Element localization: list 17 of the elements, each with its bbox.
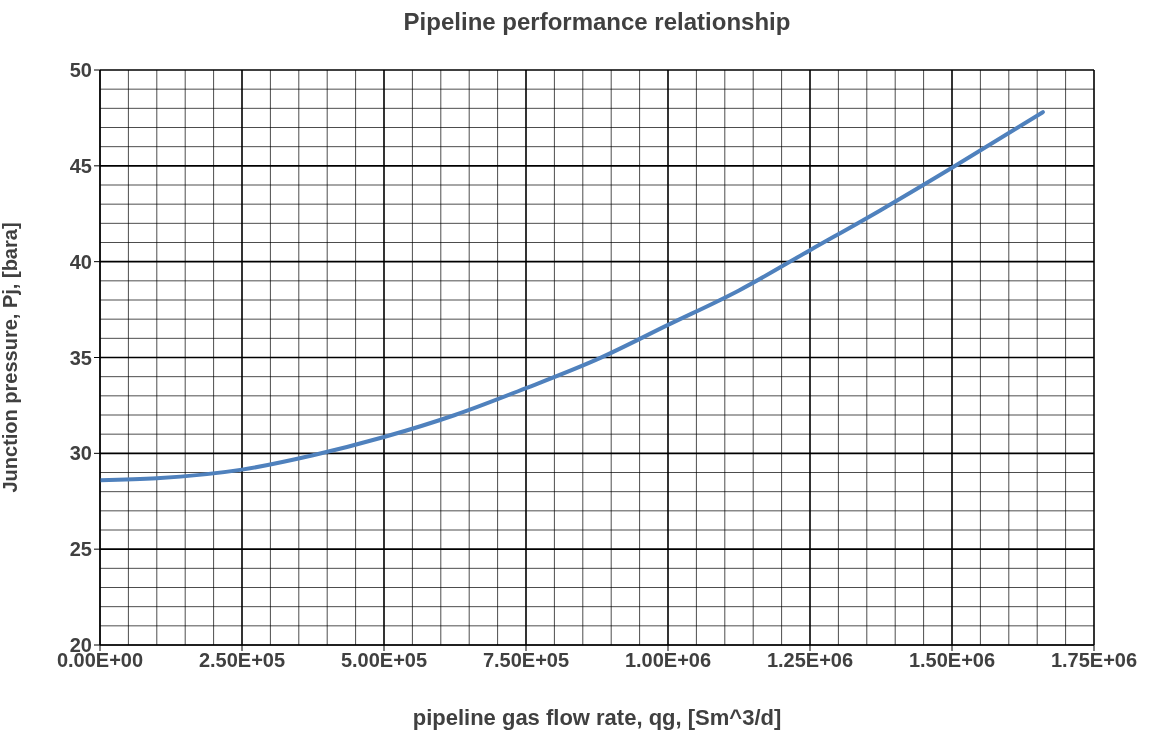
x-tick-label: 5.00E+05: [340, 649, 428, 672]
line-series: [100, 110, 1045, 483]
x-tick-label: 2.50E+05: [198, 649, 286, 672]
y-tick-label: 40: [69, 250, 92, 273]
x-tick-label: 1.25E+06: [766, 649, 854, 672]
y-tick-label: 45: [69, 154, 92, 177]
x-tick-label: 7.50E+05: [482, 649, 570, 672]
x-tick-label: 1.75E+06: [1050, 649, 1138, 672]
y-tick-label: 50: [69, 59, 92, 82]
y-tick-label: 25: [69, 538, 92, 561]
y-axis-title: Junction pressure, Pj, [bara]: [0, 222, 22, 493]
y-tick-label: 30: [69, 442, 92, 465]
chart-title: Pipeline performance relationship: [402, 8, 792, 36]
x-tick-label: 1.00E+06: [624, 649, 712, 672]
x-axis-title: pipeline gas flow rate, qg, [Sm^3/d]: [412, 705, 782, 730]
x-tick-label: 1.50E+06: [908, 649, 996, 672]
y-tick-label: 35: [69, 346, 92, 369]
